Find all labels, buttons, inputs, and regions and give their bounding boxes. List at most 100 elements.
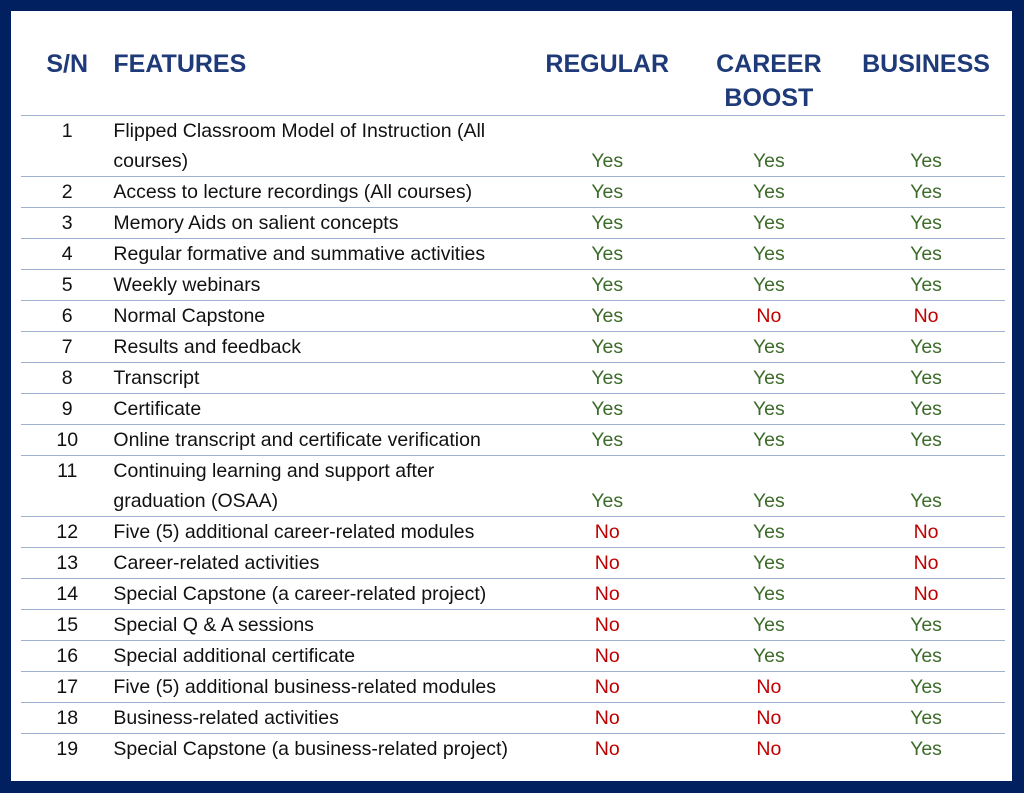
sn-cell: 6 [61, 305, 73, 327]
business-cell: Yes [910, 150, 942, 172]
header-business: BUSINESS [862, 50, 990, 78]
table-row: 17 Five (5) additional business-related m… [21, 672, 1005, 703]
career-cell: Yes [752, 552, 785, 574]
sn-cell: 9 [61, 398, 73, 420]
sn-cell: 5 [61, 274, 73, 296]
table-row: 7 Results and feedback Yes Yes Yes [21, 332, 1005, 363]
feature-cell: Certificate [113, 398, 202, 420]
regular-cell: Yes [591, 429, 624, 451]
career-cell: No [756, 707, 782, 729]
feature-cell: Special Capstone (a career-related proje… [113, 583, 487, 605]
regular-cell: No [594, 738, 620, 760]
career-cell: Yes [752, 398, 785, 420]
regular-cell: No [594, 521, 620, 543]
business-cell: Yes [910, 243, 942, 265]
header-sn: S/N [46, 50, 89, 78]
table-row: 16 Special additional certificate No Yes Yes [21, 641, 1005, 672]
feature-cell: Career-related activities [113, 552, 320, 574]
sn-cell: 1 [61, 120, 73, 142]
table-row: 4 Regular formative and summative activit… [21, 239, 1005, 270]
business-cell: No [913, 305, 939, 327]
feature-cell: Weekly webinars [113, 274, 261, 296]
header-features: FEATURES [113, 50, 247, 78]
business-cell: Yes [910, 398, 942, 420]
career-cell: Yes [752, 243, 785, 265]
business-cell: Yes [910, 274, 942, 296]
feature-cell: Access to lecture recordings (All course… [113, 181, 473, 203]
career-cell: Yes [752, 336, 785, 358]
header-row: S/N FEATURES REGULAR CAREER BOOST BUSINES… [21, 11, 1005, 116]
header-career-line1: CAREER [716, 50, 822, 78]
career-cell: Yes [752, 429, 785, 451]
table-row: 6 Normal Capstone Yes No No [21, 301, 1005, 332]
career-cell: No [756, 305, 782, 327]
header-career-line2: BOOST [724, 84, 814, 112]
sn-cell: 10 [56, 429, 79, 451]
table-row: 8 Transcript Yes Yes Yes [21, 363, 1005, 394]
feature-cell: Business-related activities [113, 707, 339, 729]
regular-cell: Yes [591, 490, 624, 512]
sn-cell: 14 [56, 583, 79, 605]
career-cell: Yes [752, 212, 785, 234]
sn-cell: 17 [56, 676, 79, 698]
features-comparison-table: S/N FEATURES REGULAR CAREER BOOST BUSINES… [21, 11, 1005, 764]
business-cell: No [913, 552, 939, 574]
business-cell: Yes [910, 367, 942, 389]
sn-cell: 13 [56, 552, 79, 574]
regular-cell: No [594, 552, 620, 574]
feature-cell: Special Capstone (a business-related pro… [113, 738, 508, 760]
business-cell: Yes [910, 212, 942, 234]
career-cell: Yes [752, 181, 785, 203]
header-regular: REGULAR [545, 50, 670, 78]
table-row: 1 Flipped Classroom Model of Instruction … [21, 116, 1005, 177]
sn-cell: 3 [61, 212, 73, 234]
regular-cell: Yes [591, 181, 624, 203]
career-cell: Yes [752, 150, 785, 172]
regular-cell: Yes [591, 305, 624, 327]
regular-cell: Yes [591, 150, 624, 172]
business-cell: Yes [910, 676, 942, 698]
career-cell: Yes [752, 490, 785, 512]
business-cell: Yes [910, 707, 942, 729]
career-cell: Yes [752, 614, 785, 636]
regular-cell: No [594, 583, 620, 605]
sn-cell: 8 [61, 367, 73, 389]
table-row: 18 Business-related activities No No Yes [21, 703, 1005, 734]
feature-cell: Five (5) additional career-related modul… [113, 521, 475, 543]
feature-cell: Special additional certificate [113, 645, 356, 667]
business-cell: Yes [910, 181, 942, 203]
career-cell: No [756, 738, 782, 760]
business-cell: Yes [910, 336, 942, 358]
regular-cell: Yes [591, 243, 624, 265]
feature-cell: Regular formative and summative activiti… [113, 243, 486, 265]
feature-cell: Results and feedback [113, 336, 301, 358]
table-row: 19 Special Capstone (a business-related p… [21, 734, 1005, 765]
regular-cell: Yes [591, 367, 624, 389]
sn-cell: 16 [56, 645, 79, 667]
table-row: 13 Career-related activities No Yes No [21, 548, 1005, 579]
comparison-sheet: S/N FEATURES REGULAR CAREER BOOST BUSINES… [11, 11, 1012, 781]
feature-cell: Flipped Classroom Model of Instruction (… [113, 120, 486, 172]
sn-cell: 18 [56, 707, 79, 729]
feature-cell: Online transcript and certificate verifi… [113, 429, 481, 451]
regular-cell: No [594, 614, 620, 636]
feature-cell: Transcript [113, 367, 200, 389]
table-row: 2 Access to lecture recordings (All cours… [21, 177, 1005, 208]
feature-cell: Continuing learning and support after gr… [113, 460, 435, 512]
sn-cell: 19 [56, 738, 79, 760]
regular-cell: Yes [591, 398, 624, 420]
business-cell: Yes [910, 429, 942, 451]
career-cell: Yes [752, 583, 785, 605]
table-row: 10 Online transcript and certificate veri… [21, 425, 1005, 456]
career-cell: Yes [752, 645, 785, 667]
feature-cell: Five (5) additional business-related mod… [113, 676, 497, 698]
sn-cell: 4 [61, 243, 73, 265]
sn-cell: 7 [61, 336, 73, 358]
table-row: 15 Special Q & A sessions No Yes Yes [21, 610, 1005, 641]
sn-cell: 11 [57, 460, 78, 482]
regular-cell: No [594, 707, 620, 729]
business-cell: No [913, 583, 939, 605]
regular-cell: No [594, 645, 620, 667]
table-row: 11 Continuing learning and support after … [21, 456, 1005, 517]
feature-cell: Special Q & A sessions [113, 614, 314, 636]
